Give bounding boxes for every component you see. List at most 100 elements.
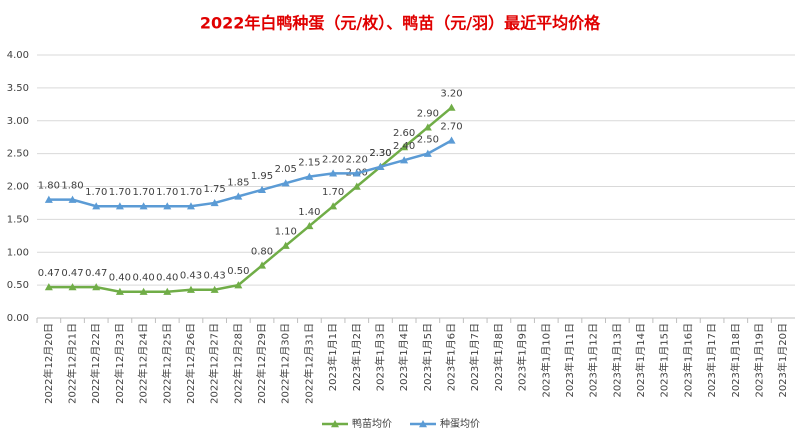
x-tick-label: 2022年12月29日 [255, 323, 268, 404]
x-tick-label: 2023年1月13日 [610, 323, 623, 398]
point [210, 285, 219, 293]
x-tick-label: 2022年12月27日 [208, 323, 221, 404]
value-label: 2.90 [417, 108, 439, 119]
value-label: 2.70 [440, 121, 462, 132]
value-label: 2.05 [275, 164, 297, 175]
point [68, 283, 77, 291]
value-label: 2.20 [346, 154, 368, 165]
value-label: 0.40 [132, 273, 154, 284]
x-tick-label: 2023年1月5日 [421, 323, 434, 391]
point [163, 202, 172, 210]
point [258, 185, 267, 193]
point [305, 221, 314, 230]
series-line [48, 106, 453, 293]
y-tick-label: 3.50 [7, 83, 29, 94]
point [281, 179, 290, 187]
x-tick-label: 2023年1月6日 [445, 323, 458, 391]
point [329, 202, 338, 210]
point [163, 287, 172, 295]
value-label: 0.40 [156, 273, 178, 284]
x-tick-label: 2022年12月28日 [231, 323, 244, 404]
x-tick-label: 2023年1月3日 [373, 323, 386, 391]
point [400, 143, 409, 151]
x-tick-label: 2022年12月24日 [137, 323, 150, 404]
legend-marker [419, 420, 427, 428]
point [258, 261, 267, 269]
y-tick-label: 2.00 [7, 182, 29, 193]
point [423, 149, 432, 157]
x-tick-label: 2022年12月22日 [89, 323, 102, 404]
point [92, 202, 101, 210]
value-label: 1.10 [275, 227, 297, 238]
legend-label: 鸭苗均价 [352, 417, 392, 430]
y-tick-label: 1.50 [7, 214, 29, 225]
value-label: 2.30 [369, 148, 391, 159]
y-tick-label: 3.00 [7, 116, 29, 127]
x-tick-label: 2023年1月14日 [634, 323, 647, 398]
x-tick-label: 2022年12月30日 [279, 323, 292, 404]
point [139, 287, 148, 295]
x-tick-label: 2023年1月10日 [539, 323, 552, 398]
value-label: 0.40 [109, 273, 131, 284]
point [234, 281, 243, 289]
x-tick-label: 2023年1月20日 [776, 323, 789, 398]
y-tick-label: 2.50 [7, 149, 29, 160]
value-label: 1.70 [109, 187, 131, 198]
value-label: 1.70 [322, 187, 344, 198]
y-tick-label: 1.00 [7, 247, 29, 258]
point [139, 202, 148, 210]
point [447, 103, 456, 111]
point [400, 156, 409, 164]
value-label: 1.95 [251, 171, 273, 182]
x-tick-label: 2022年12月23日 [113, 323, 126, 404]
point [92, 283, 101, 291]
x-tick-label: 2022年12月31日 [302, 323, 315, 404]
chart-title: 2022年白鸭种蛋（元/枚）、鸭苗（元/羽）最近平均价格 [200, 14, 601, 33]
value-label: 0.50 [227, 266, 249, 277]
value-label: 2.30 [369, 148, 391, 159]
x-tick-label: 2023年1月15日 [658, 323, 671, 398]
value-label: 2.60 [393, 128, 415, 139]
legend-marker [331, 420, 339, 428]
x-tick-label: 2023年1月8日 [492, 323, 505, 391]
x-tick-label: 2023年1月17日 [705, 323, 718, 398]
point [305, 172, 314, 180]
value-label: 2.20 [322, 154, 344, 165]
point [423, 123, 432, 131]
value-label: 2.15 [298, 158, 320, 169]
point [376, 162, 385, 170]
series-line [48, 139, 453, 208]
x-tick-label: 2023年1月11日 [563, 323, 576, 398]
y-tick-label: 4.00 [7, 50, 29, 61]
value-label: 1.70 [132, 187, 154, 198]
x-tick-label: 2022年12月21日 [66, 323, 79, 404]
point [329, 169, 338, 177]
point [210, 198, 219, 207]
value-label: 0.47 [85, 268, 107, 279]
x-tick-label: 2023年1月16日 [681, 323, 694, 398]
point [44, 283, 53, 291]
value-label: 1.80 [38, 181, 60, 192]
point [44, 195, 53, 203]
value-label: 1.75 [204, 184, 226, 195]
value-label: 2.40 [393, 141, 415, 152]
value-label: 1.85 [227, 177, 249, 188]
value-label: 0.80 [251, 246, 273, 257]
x-tick-label: 2022年12月26日 [184, 323, 197, 404]
value-label: 0.47 [61, 268, 83, 279]
point [234, 192, 243, 200]
y-tick-label: 0.00 [7, 313, 29, 324]
x-tick-label: 2022年12月25日 [160, 323, 173, 404]
value-label: 0.43 [180, 271, 202, 282]
x-tick-label: 2022年12月20日 [42, 323, 55, 404]
point [352, 182, 361, 190]
value-label: 1.40 [298, 207, 320, 218]
value-label: 0.43 [204, 271, 226, 282]
x-tick-label: 2023年1月2日 [350, 323, 363, 391]
value-label: 1.80 [61, 181, 83, 192]
x-tick-label: 2023年1月19日 [752, 323, 765, 398]
x-tick-label: 2023年1月7日 [468, 323, 481, 391]
x-tick-label: 2023年1月4日 [397, 323, 410, 391]
value-label: 2.50 [417, 135, 439, 146]
